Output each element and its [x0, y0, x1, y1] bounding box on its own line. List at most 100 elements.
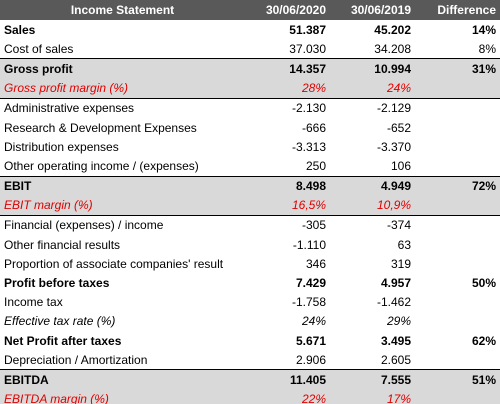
table-row: Financial (expenses) / income -305 -374	[0, 214, 500, 236]
header-cell: Income Statement	[0, 0, 245, 20]
value-2019: 10,9%	[330, 195, 415, 216]
row-label: EBITDA	[0, 369, 245, 390]
value-2019: 2.605	[380, 352, 411, 367]
difference	[415, 137, 500, 156]
table-row: Gross profit 14.357 10.994 31%	[0, 58, 500, 79]
value-2020: 2.906	[295, 352, 326, 367]
difference	[415, 389, 500, 404]
value-2020: -2.130	[245, 97, 330, 118]
value-2020: 16,5%	[245, 195, 330, 216]
value-2020: 7.429	[295, 276, 326, 291]
row-label: Administrative expenses	[0, 97, 245, 118]
difference: 8%	[478, 41, 496, 56]
header-cell: 30/06/2020	[245, 0, 330, 20]
value-2019: 4.957	[380, 276, 411, 291]
value-2020: 346	[305, 256, 326, 271]
table-row: Effective tax rate (%) 24% 29%	[0, 312, 500, 331]
row-label: EBIT margin (%)	[0, 195, 245, 216]
difference	[415, 235, 500, 254]
row-label: EBIT	[0, 175, 245, 196]
difference: 50%	[471, 276, 496, 291]
value-2020: -1.758	[291, 295, 326, 310]
value-2019: 319	[390, 256, 411, 271]
row-label: Research & Development Expenses	[4, 120, 197, 135]
value-2020: 24%	[301, 314, 326, 329]
row-label: Financial (expenses) / income	[0, 214, 245, 236]
table-row: EBITDA margin (%) 22% 17%	[0, 389, 500, 404]
difference	[415, 78, 500, 99]
row-label: Other financial results	[4, 237, 121, 252]
value-2020: 22%	[245, 389, 330, 404]
table-row: EBIT margin (%) 16,5% 10,9%	[0, 195, 500, 216]
difference	[415, 214, 500, 236]
value-2020: -305	[245, 214, 330, 236]
value-2019: 3.495	[380, 333, 411, 348]
value-2019: -3.370	[376, 139, 411, 154]
row-label: Cost of sales	[4, 41, 74, 56]
table-row: Cost of sales 37.030 34.208 8%	[0, 39, 500, 59]
row-label: Sales	[4, 22, 36, 37]
value-2019: -1.462	[376, 295, 411, 310]
difference	[415, 156, 500, 176]
value-2019: 45.202	[374, 22, 411, 37]
value-2019: 34.208	[374, 41, 411, 56]
row-label: Other operating income / (expenses)	[4, 158, 199, 173]
table-row: Depreciation / Amortization 2.906 2.605	[0, 350, 500, 370]
difference	[415, 195, 500, 216]
difference: 72%	[415, 175, 500, 196]
difference: 62%	[471, 333, 496, 348]
table-row: Sales 51.387 45.202 14%	[0, 20, 500, 39]
table-row: Gross profit margin (%) 28% 24%	[0, 78, 500, 99]
value-2019: -652	[386, 120, 411, 135]
value-2020: 28%	[245, 78, 330, 99]
header-row: Income Statement 30/06/2020 30/06/2019 Diff…	[0, 0, 500, 20]
value-2019: 29%	[386, 314, 411, 329]
row-label: Effective tax rate (%)	[4, 314, 116, 329]
value-2019: 10.994	[330, 58, 415, 79]
row-label: Income tax	[4, 295, 63, 310]
table-header: Income Statement 30/06/2020 30/06/2019 Diff…	[0, 0, 500, 20]
row-label: Depreciation / Amortization	[4, 352, 148, 367]
row-label: Net Profit after taxes	[4, 333, 122, 348]
difference: 14%	[471, 22, 496, 37]
value-2020: 11.405	[245, 369, 330, 390]
difference	[415, 118, 500, 137]
table-row: Profit before taxes 7.429 4.957 50%	[0, 273, 500, 292]
value-2020: -666	[301, 120, 326, 135]
row-label: Proportion of associate companies' resul…	[4, 256, 224, 271]
header-cell: Difference	[415, 0, 500, 20]
value-2019: 63	[397, 237, 411, 252]
difference: 31%	[415, 58, 500, 79]
value-2019: 17%	[330, 389, 415, 404]
table-row: EBIT 8.498 4.949 72%	[0, 175, 500, 196]
value-2020: 5.671	[295, 333, 326, 348]
table-row: Proportion of associate companies' resul…	[0, 254, 500, 273]
row-label: Gross profit	[0, 58, 245, 79]
table-row: Administrative expenses -2.130 -2.129	[0, 97, 500, 118]
value-2020: 250	[305, 158, 326, 173]
table-row: Income tax -1.758 -1.462	[0, 293, 500, 312]
table-row: Distribution expenses -3.313 -3.370	[0, 137, 500, 156]
value-2020: -3.313	[291, 139, 326, 154]
row-label: EBITDA margin (%)	[0, 389, 245, 404]
header-cell: 30/06/2019	[330, 0, 415, 20]
table-row: EBITDA 11.405 7.555 51%	[0, 369, 500, 390]
table-row: Other operating income / (expenses) 250 10…	[0, 156, 500, 176]
row-label: Gross profit margin (%)	[0, 78, 245, 99]
difference	[415, 293, 500, 312]
value-2020: 14.357	[245, 58, 330, 79]
table-body: Sales 51.387 45.202 14% Cost of sales 37.030 3…	[0, 20, 500, 404]
difference	[415, 312, 500, 331]
table-row: Research & Development Expenses -666 -652	[0, 118, 500, 137]
difference: 51%	[415, 369, 500, 390]
table-row: Net Profit after taxes 5.671 3.495 62%	[0, 331, 500, 350]
value-2020: 51.387	[289, 22, 326, 37]
value-2020: -1.110	[292, 237, 326, 252]
value-2019: 24%	[330, 78, 415, 99]
value-2020: 37.030	[289, 41, 326, 56]
value-2019: -374	[330, 214, 415, 236]
value-2019: 4.949	[330, 175, 415, 196]
value-2020: 8.498	[245, 175, 330, 196]
